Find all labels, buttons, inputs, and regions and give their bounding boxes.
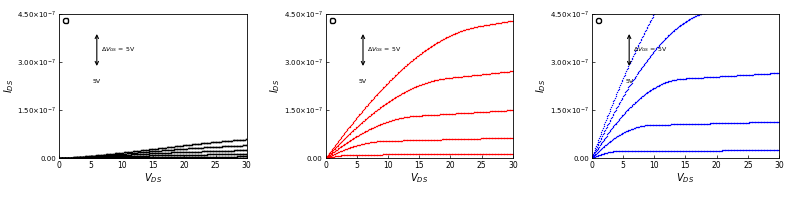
X-axis label: V$_{DS}$: V$_{DS}$ [144, 171, 162, 185]
Legend:  [330, 18, 335, 23]
Y-axis label: I$_{DS}$: I$_{DS}$ [535, 79, 548, 93]
Legend:  [63, 18, 69, 23]
Text: 5V: 5V [359, 79, 367, 84]
X-axis label: V$_{DS}$: V$_{DS}$ [676, 171, 694, 185]
Text: $\Delta V_{GS}$ = 5V: $\Delta V_{GS}$ = 5V [633, 46, 667, 54]
Text: 5V: 5V [93, 79, 101, 84]
Y-axis label: I$_{DS}$: I$_{DS}$ [268, 79, 282, 93]
Text: $\Delta V_{GS}$ = 5V: $\Delta V_{GS}$ = 5V [367, 46, 401, 54]
X-axis label: V$_{DS}$: V$_{DS}$ [411, 171, 428, 185]
Y-axis label: I$_{DS}$: I$_{DS}$ [2, 79, 16, 93]
Legend:  [596, 18, 601, 23]
Text: $\Delta V_{GS}$ = 5V: $\Delta V_{GS}$ = 5V [100, 46, 134, 54]
Text: 5V: 5V [625, 79, 634, 84]
